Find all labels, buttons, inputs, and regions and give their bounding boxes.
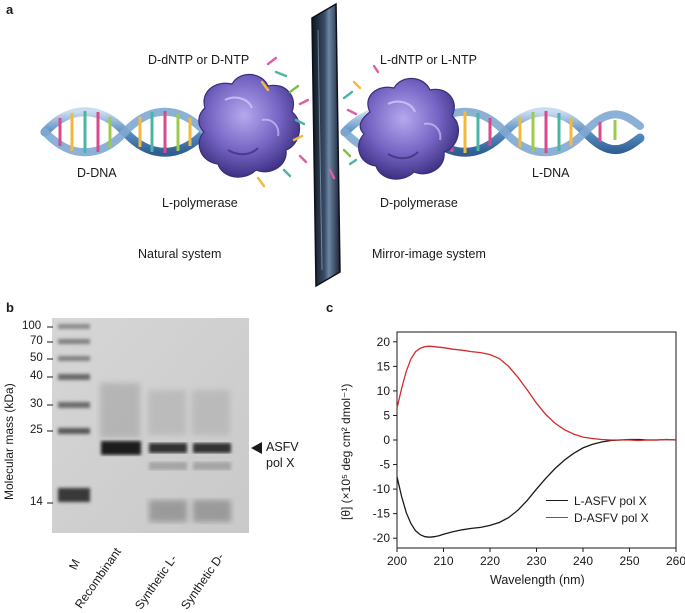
x-tick-label: 200 [387, 554, 407, 568]
x-tick-label: 260 [666, 554, 685, 568]
marker-label-14: 14 [30, 496, 43, 508]
synthetic-d-lane [192, 390, 231, 522]
legend-label: L-ASFV pol X [574, 493, 647, 508]
y-tick-label: -5 [379, 458, 390, 472]
right-nucleotides-label: L-dNTP or L-NTP [380, 53, 478, 67]
right-enzyme-label: D-polymerase [380, 196, 458, 210]
panel-b-letter: b [6, 300, 14, 315]
band-arrow-icon [251, 442, 262, 454]
y-tick-label: 10 [377, 384, 391, 398]
chart-legend: L-ASFV pol X D-ASFV pol X [546, 492, 649, 526]
marker-label-40: 40 [30, 370, 43, 382]
y-tick-label: 20 [377, 335, 391, 349]
chart-ylabel: [θ] (×10⁵ deg cm² dmol⁻¹) [339, 383, 353, 520]
series-line-d-asfv [396, 345, 677, 442]
legend-swatch [546, 517, 568, 518]
y-tick-label: 15 [377, 359, 391, 373]
panel-a-letter: a [6, 2, 14, 17]
legend-swatch [546, 500, 568, 501]
x-tick-label: 210 [433, 554, 453, 568]
left-nucleotides-label: D-dNTP or D-NTP [148, 53, 250, 67]
y-tick-label: 5 [383, 408, 390, 422]
right-dna-label: L-DNA [532, 166, 570, 180]
y-tick-label: -10 [373, 482, 391, 496]
band-label-line2: pol X [266, 456, 295, 470]
x-tick-label: 240 [573, 554, 593, 568]
synthetic-l-lane [148, 390, 187, 522]
legend-label: D-ASFV pol X [574, 510, 649, 525]
right-system-label: Mirror-image system [372, 247, 486, 261]
panel-c-letter: c [326, 300, 334, 315]
legend-entry: D-ASFV pol X [546, 509, 649, 526]
left-system-label: Natural system [138, 247, 222, 261]
y-tick-label: -20 [373, 531, 391, 545]
marker-lane [58, 324, 90, 502]
left-dna-label: D-DNA [77, 166, 117, 180]
y-tick-label: 0 [383, 433, 390, 447]
chart-xlabel: Wavelength (nm) [490, 573, 585, 587]
panel-a-illustration [40, 2, 645, 288]
marker-label-70: 70 [30, 335, 43, 347]
legend-entry: L-ASFV pol X [546, 492, 649, 509]
x-tick-label: 250 [619, 554, 639, 568]
recombinant-lane [100, 383, 141, 455]
band-label-line1: ASFV [266, 440, 299, 454]
mirror-plane [311, 2, 341, 288]
left-enzyme-label: L-polymerase [162, 196, 238, 210]
marker-label-50: 50 [30, 352, 43, 364]
right-polymerase-protein [358, 77, 460, 180]
x-tick-label: 220 [480, 554, 500, 568]
marker-label-25: 25 [30, 424, 43, 436]
marker-label-100: 100 [22, 320, 42, 332]
y-tick-label: -15 [373, 507, 391, 521]
left-polymerase-protein [198, 73, 301, 178]
x-tick-label: 230 [526, 554, 546, 568]
nucleotide-fragments [256, 56, 380, 188]
marker-label-30: 30 [30, 398, 43, 410]
